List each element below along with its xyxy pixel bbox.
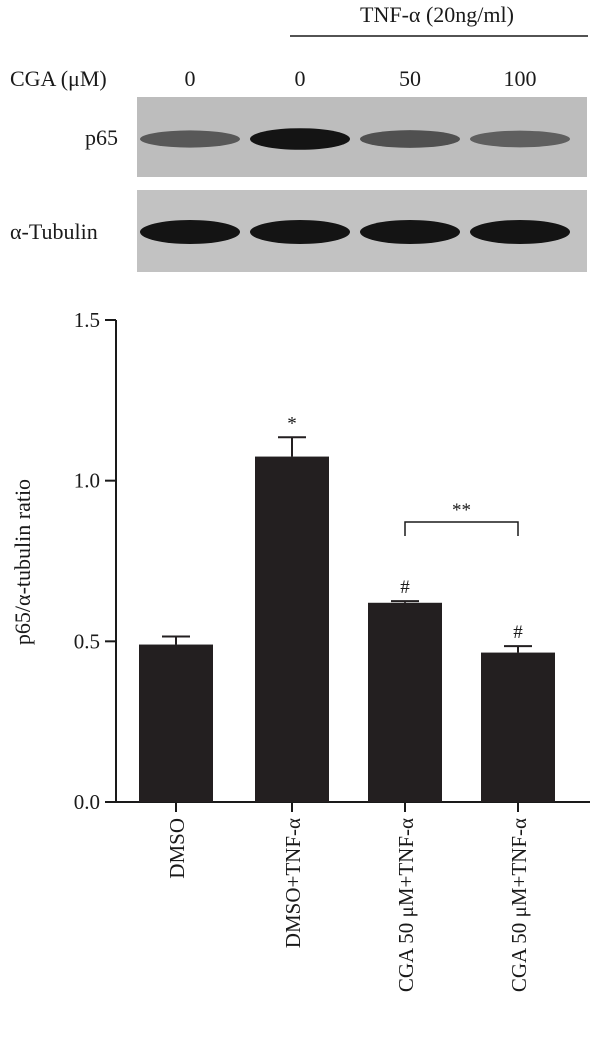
p65-band-4 <box>470 130 570 148</box>
significance-mark-3: # <box>400 577 410 598</box>
bracket-label: ** <box>452 500 471 521</box>
bar-3 <box>368 602 442 802</box>
treatment-label: TNF-α (20ng/ml) <box>360 2 514 27</box>
tubulin-bands <box>140 220 570 244</box>
lane-label-4: 100 <box>504 66 537 91</box>
annotations: * # # ** <box>287 413 523 643</box>
tubulin-band-2 <box>250 220 350 244</box>
western-blot-panel: TNF-α (20ng/ml) CGA (μM) 0 0 50 100 p65 … <box>10 2 588 272</box>
cga-label: CGA (μM) <box>10 66 107 91</box>
tubulin-band-1 <box>140 220 240 244</box>
p65-band-1 <box>140 130 240 148</box>
x-tick-label-1: DMSO <box>165 818 189 879</box>
significance-bracket <box>404 521 519 536</box>
tubulin-row-label-text: α-Tubulin <box>10 219 98 244</box>
tubulin-band-4 <box>470 220 570 244</box>
p65-row-label: p65 <box>85 125 118 150</box>
bar-4 <box>481 652 555 802</box>
y-tick-label: 1.0 <box>74 469 100 493</box>
p65-band-3 <box>360 130 460 148</box>
x-tick-label-3: CGA 50 μM+TNF-α <box>394 818 418 992</box>
x-tick-labels: DMSO DMSO+TNF-α CGA 50 μM+TNF-α CGA 50 μM+T… <box>165 802 531 992</box>
bar-2 <box>255 456 329 802</box>
tubulin-row-label: α-Tubulin <box>10 219 98 244</box>
lane-label-2: 0 <box>295 66 306 91</box>
x-tick-label-2: DMSO+TNF-α <box>281 818 305 948</box>
bar-1 <box>139 644 213 802</box>
y-tick-label: 0.0 <box>74 790 100 814</box>
significance-mark-4: # <box>513 622 523 643</box>
tubulin-band-3 <box>360 220 460 244</box>
significance-mark-2: * <box>287 413 297 434</box>
x-tick-label-4: CGA 50 μM+TNF-α <box>507 818 531 992</box>
y-ticks: 0.0 0.5 1.0 1.5 <box>74 308 116 814</box>
y-tick-label: 0.5 <box>74 629 100 653</box>
y-axis-label: p65/α-tubulin ratio <box>10 479 35 645</box>
p65-band-2 <box>250 128 350 150</box>
y-tick-label: 1.5 <box>74 308 100 332</box>
bars <box>139 436 555 802</box>
lane-label-3: 50 <box>399 66 421 91</box>
p65-bands <box>140 128 570 150</box>
bar-chart: p65/α-tubulin ratio 0.00.51.01.5 DMSO DMS… <box>10 308 590 992</box>
lane-label-1: 0 <box>185 66 196 91</box>
